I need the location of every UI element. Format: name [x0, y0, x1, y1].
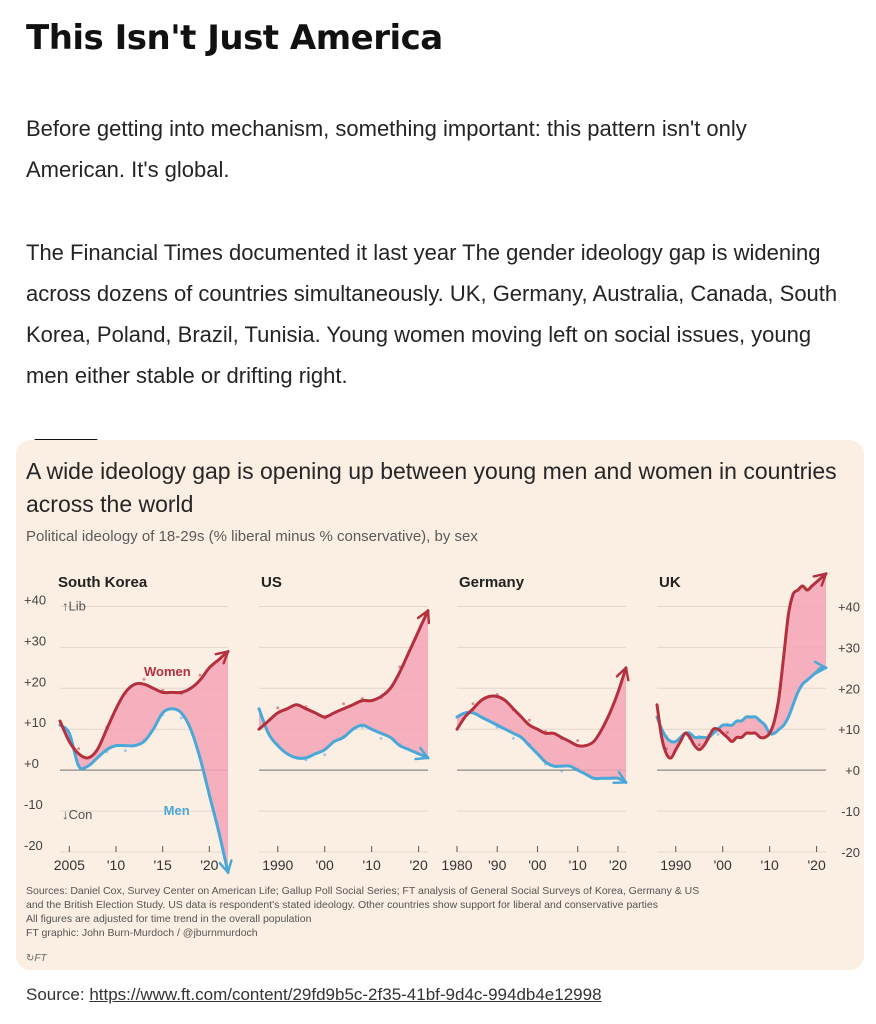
source-line: Source: https://www.ft.com/content/29fd9…: [26, 985, 602, 1005]
x-tick-label: '20: [807, 857, 825, 873]
y-tick-label-left: +0: [24, 756, 39, 771]
survey-point: [511, 736, 515, 740]
y-tick-label-left: +40: [24, 592, 46, 607]
ideology-gap-chart: South Korea 2005 '10 '15 '20 Women Men US 1990 '0…: [24, 572, 860, 874]
figure-notes: Sources: Daniel Cox, Survey Center on Am…: [26, 884, 856, 940]
survey-point: [323, 753, 327, 757]
survey-point: [142, 677, 146, 681]
x-tick-label: '10: [107, 857, 125, 873]
ft-logo-text: FT: [34, 953, 47, 964]
survey-point: [77, 747, 81, 751]
survey-point: [560, 769, 564, 773]
men-line: [257, 707, 430, 760]
chart-panel-us: US 1990 '00 '10 '20: [257, 574, 430, 873]
y-tick-label-left: +30: [24, 633, 46, 648]
chart-panel-germany: Germany 1980 '90 '00 '10 '20: [441, 574, 628, 873]
women-arrow: [214, 650, 230, 665]
survey-point: [123, 749, 127, 753]
source-link[interactable]: https://www.ft.com/content/29fd9b5c-2f35…: [89, 985, 602, 1004]
y-tick-label-right: +40: [838, 599, 860, 614]
women-line: [257, 609, 430, 731]
y-tick-label-left: -20: [24, 838, 43, 853]
x-tick-label: '20: [609, 857, 627, 873]
y-tick-label-left: +10: [24, 715, 46, 730]
figure-title: A wide ideology gap is opening up betwee…: [26, 458, 837, 517]
gap-fill: [457, 667, 626, 783]
source-label: Source:: [26, 985, 90, 1004]
note-line: Sources: Daniel Cox, Survey Center on Am…: [26, 885, 700, 897]
survey-point: [276, 706, 280, 710]
chart-panel-uk: UK 1990 '00 '10 '20: [655, 572, 828, 873]
survey-point: [697, 743, 701, 747]
survey-point: [342, 702, 345, 706]
survey-point: [179, 716, 183, 720]
note-line: and the British Election Study. US data …: [26, 899, 658, 911]
x-tick-label: '20: [409, 857, 427, 873]
gap-fill: [60, 651, 228, 873]
series-label: Men: [164, 803, 190, 818]
x-tick-label: 2005: [54, 857, 85, 873]
women-line: [455, 666, 628, 748]
x-tick-label: '10: [761, 857, 779, 873]
ft-logo: ↻FT: [26, 953, 47, 964]
series-label: Women: [144, 664, 191, 679]
women-arrow: [615, 666, 630, 682]
x-tick-label: 1980: [441, 857, 472, 873]
men-arrow: [414, 746, 430, 761]
x-tick-label: 1990: [660, 857, 691, 873]
x-tick-label: '10: [569, 857, 587, 873]
women-line: [655, 572, 828, 760]
panel-title: South Korea: [58, 574, 148, 591]
panel-title: Germany: [459, 574, 525, 591]
y-tick-label-right: +0: [845, 763, 860, 778]
gap-fill: [657, 573, 826, 759]
x-tick-label: '00: [316, 857, 334, 873]
y-tick-label-left: +20: [24, 674, 46, 689]
note-line: All figures are adjusted for time trend …: [26, 913, 312, 925]
men-arrow: [218, 859, 233, 874]
men-line: [58, 707, 230, 874]
ft-paragraph: The Financial Times documented it last y…: [26, 240, 838, 388]
lib-label: ↑Lib: [62, 598, 86, 613]
x-tick-label: '15: [154, 857, 172, 873]
men-line: [455, 710, 628, 784]
chart-panel-south-korea: South Korea 2005 '10 '15 '20 Women Men: [54, 574, 230, 874]
con-label: ↓Con: [62, 807, 92, 822]
x-tick-label: 1990: [262, 857, 293, 873]
x-tick-label: '10: [363, 857, 381, 873]
y-tick-label-right: -10: [841, 804, 860, 819]
panel-title: US: [261, 574, 282, 591]
ft-logo-icon: ↻: [26, 953, 35, 964]
intro-paragraph: Before getting into mechanism, something…: [26, 116, 747, 182]
women-arrow: [416, 609, 431, 625]
women-line: [58, 650, 230, 760]
panel-title: UK: [659, 574, 681, 591]
men-arrow: [813, 660, 828, 676]
men-arrow: [612, 770, 628, 784]
survey-point: [576, 739, 580, 743]
y-tick-label-right: +30: [838, 640, 860, 655]
y-tick-label-right: -20: [841, 845, 860, 860]
x-tick-label: '00: [714, 857, 732, 873]
survey-point: [716, 732, 720, 736]
y-tick-label-right: +10: [838, 722, 860, 737]
survey-point: [471, 702, 475, 706]
y-tick-label-right: +20: [838, 681, 860, 696]
x-tick-label: '20: [200, 857, 218, 873]
survey-point: [725, 730, 729, 734]
ft-figure[interactable]: A wide ideology gap is opening up betwee…: [16, 440, 864, 970]
gap-fill: [259, 610, 428, 759]
x-tick-label: '00: [528, 857, 546, 873]
survey-point: [379, 736, 383, 740]
women-arrow: [812, 572, 828, 587]
y-tick-label-left: -10: [24, 797, 43, 812]
x-tick-label: '90: [488, 857, 506, 873]
figure-subtitle: Political ideology of 18-29s (% liberal …: [26, 528, 478, 545]
note-line: FT graphic: John Burn-Murdoch / @jburnmu…: [26, 927, 258, 939]
survey-point: [198, 673, 202, 677]
survey-point: [527, 718, 531, 722]
article-title: This Isn't Just America: [26, 18, 443, 58]
